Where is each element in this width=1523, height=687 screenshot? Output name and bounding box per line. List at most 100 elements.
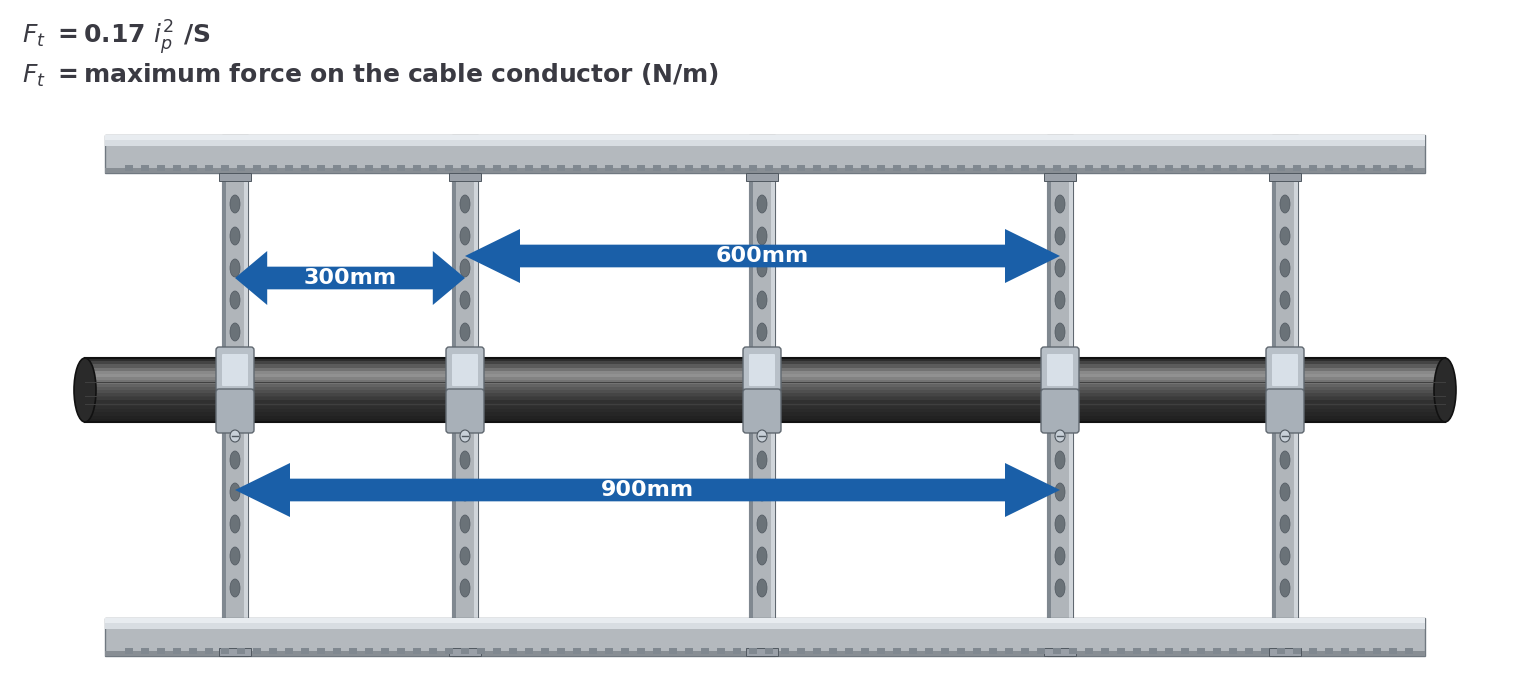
Bar	[221, 648, 228, 654]
Ellipse shape	[1279, 195, 1290, 213]
Bar	[85, 357, 1445, 361]
Ellipse shape	[757, 355, 768, 373]
Bar	[381, 165, 388, 171]
Ellipse shape	[230, 547, 241, 565]
Bar	[477, 648, 484, 654]
Ellipse shape	[1279, 227, 1290, 245]
FancyBboxPatch shape	[1266, 347, 1304, 391]
Bar	[1005, 648, 1013, 654]
Bar	[285, 648, 292, 654]
Bar	[85, 383, 1445, 387]
Ellipse shape	[757, 291, 768, 309]
Bar	[1043, 173, 1077, 181]
Bar	[1389, 165, 1397, 171]
Bar	[829, 648, 838, 654]
Bar	[366, 648, 373, 654]
Ellipse shape	[757, 195, 768, 213]
Bar	[589, 165, 597, 171]
Bar	[669, 165, 678, 171]
Bar	[85, 399, 1445, 403]
Bar	[1069, 648, 1077, 654]
Bar	[85, 396, 1445, 400]
Bar	[860, 165, 870, 171]
Bar	[1020, 165, 1030, 171]
Ellipse shape	[460, 515, 471, 533]
Ellipse shape	[1279, 323, 1290, 341]
Bar	[701, 165, 710, 171]
FancyBboxPatch shape	[216, 347, 254, 391]
Bar	[637, 648, 646, 654]
Ellipse shape	[1279, 515, 1290, 533]
Bar	[653, 648, 661, 654]
Ellipse shape	[757, 451, 768, 469]
Bar	[1374, 648, 1381, 654]
Ellipse shape	[1055, 355, 1065, 373]
Bar	[653, 165, 661, 171]
Bar	[429, 165, 437, 171]
Bar	[270, 165, 277, 171]
Bar	[474, 135, 478, 656]
Bar	[746, 648, 778, 656]
Text: 300mm: 300mm	[303, 268, 396, 288]
FancyBboxPatch shape	[452, 354, 478, 386]
Ellipse shape	[757, 483, 768, 501]
Bar	[845, 648, 853, 654]
Ellipse shape	[757, 323, 768, 341]
Ellipse shape	[757, 259, 768, 277]
Bar	[1276, 165, 1285, 171]
Ellipse shape	[757, 579, 768, 597]
Bar	[349, 165, 356, 171]
Bar	[253, 165, 260, 171]
Bar	[749, 648, 757, 654]
Ellipse shape	[460, 163, 471, 181]
Ellipse shape	[230, 163, 241, 181]
Bar	[1046, 135, 1074, 656]
Bar	[1229, 165, 1237, 171]
Bar	[771, 135, 775, 656]
Ellipse shape	[1055, 547, 1065, 565]
Ellipse shape	[1055, 451, 1065, 469]
Bar	[1133, 165, 1141, 171]
Ellipse shape	[460, 227, 471, 245]
Bar	[1148, 648, 1157, 654]
Ellipse shape	[1279, 291, 1290, 309]
Bar	[317, 648, 324, 654]
Ellipse shape	[230, 579, 241, 597]
Bar	[892, 648, 902, 654]
Bar	[1261, 648, 1269, 654]
Bar	[445, 648, 452, 654]
Bar	[1229, 648, 1237, 654]
Bar	[797, 165, 806, 171]
FancyBboxPatch shape	[743, 389, 781, 433]
Bar	[222, 135, 225, 656]
Ellipse shape	[230, 451, 241, 469]
Bar	[733, 648, 742, 654]
Bar	[398, 165, 405, 171]
Bar	[509, 165, 516, 171]
Bar	[1046, 135, 1051, 656]
Bar	[813, 648, 821, 654]
Text: $\mathit{F}_\mathit{t}$ $\bf{= 0.17}$ $\mathit{i}_\mathit{p}^2$ $\bf{/ S}$: $\mathit{F}_\mathit{t}$ $\bf{= 0.17}$ $\…	[21, 19, 210, 57]
Ellipse shape	[1055, 515, 1065, 533]
Ellipse shape	[230, 291, 241, 309]
Bar	[1069, 165, 1077, 171]
Bar	[1084, 165, 1094, 171]
FancyBboxPatch shape	[446, 389, 484, 433]
Ellipse shape	[757, 547, 768, 565]
Ellipse shape	[757, 163, 768, 181]
Bar	[1116, 165, 1125, 171]
Bar	[1374, 165, 1381, 171]
Ellipse shape	[757, 387, 768, 405]
FancyBboxPatch shape	[1046, 354, 1074, 386]
Bar	[1052, 648, 1062, 654]
Bar	[189, 165, 196, 171]
Bar	[1212, 648, 1221, 654]
Bar	[105, 618, 1426, 622]
Bar	[238, 648, 245, 654]
Bar	[525, 165, 533, 171]
Bar	[85, 370, 1445, 374]
Bar	[413, 165, 420, 171]
Bar	[1165, 165, 1173, 171]
Bar	[1101, 648, 1109, 654]
FancyBboxPatch shape	[1042, 347, 1078, 391]
